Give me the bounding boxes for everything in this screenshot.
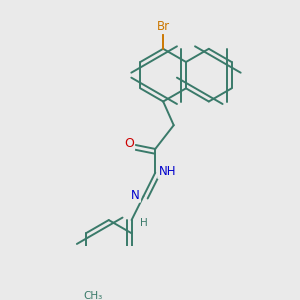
Text: Br: Br bbox=[157, 20, 170, 33]
Text: NH: NH bbox=[158, 165, 176, 178]
Text: N: N bbox=[131, 188, 140, 202]
Text: CH₃: CH₃ bbox=[83, 292, 103, 300]
Text: H: H bbox=[140, 218, 147, 228]
Text: O: O bbox=[124, 137, 134, 150]
